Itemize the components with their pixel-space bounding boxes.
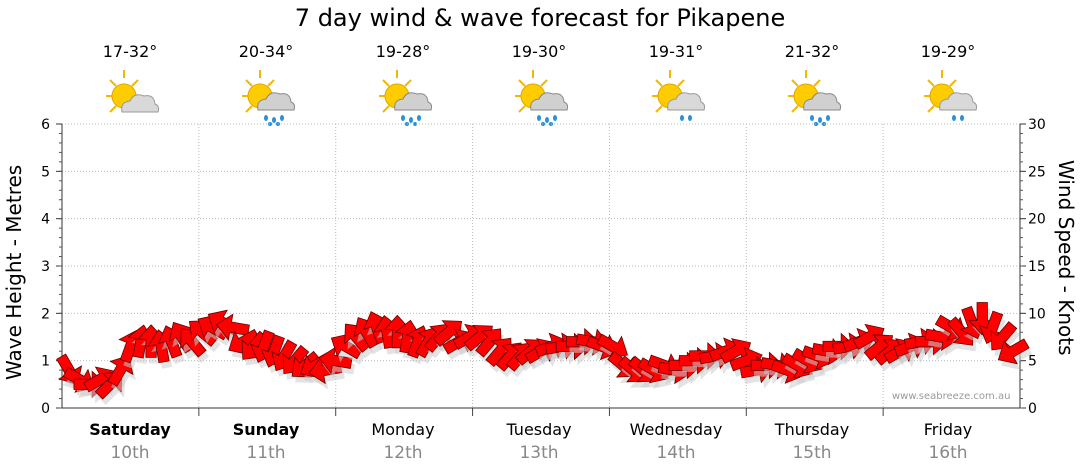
day-temp-friday: 19-29° <box>920 42 976 61</box>
sun-cloud-light-rain-icon <box>924 70 978 121</box>
day-temp-wednesday: 19-31° <box>648 42 704 61</box>
day-date-friday: 16th <box>928 443 968 463</box>
sun-cloud-rain-icon <box>379 70 433 126</box>
chart-title: 7 day wind & wave forecast for Pikapene <box>294 4 786 32</box>
left-tick-label: 4 <box>41 212 50 228</box>
day-date-thursday: 15th <box>792 443 832 463</box>
day-name-thursday: Thursday <box>774 420 850 439</box>
wind-arrow <box>215 313 250 341</box>
left-axis-label: Wave Height - Metres <box>2 164 26 380</box>
sun-cloud-rain-icon <box>515 70 569 126</box>
chart-ticks: 0 01 52 103 154 205 256 30 <box>41 117 1046 417</box>
right-tick-label: 20 <box>1028 212 1046 228</box>
left-tick-label: 3 <box>41 259 50 275</box>
left-tick-label: 1 <box>41 354 50 370</box>
day-name-friday: Friday <box>923 420 973 439</box>
wind-arrow <box>475 328 502 358</box>
left-tick-label: 5 <box>41 164 50 180</box>
right-tick-label: 5 <box>1028 354 1037 370</box>
right-tick-label: 25 <box>1028 164 1046 180</box>
day-temp-saturday: 17-32° <box>102 42 158 61</box>
wind-arrow <box>997 338 1030 365</box>
sun-cloud-icon <box>106 70 160 113</box>
sun-cloud-rain-icon <box>242 70 296 126</box>
day-name-monday: Monday <box>371 420 435 439</box>
day-name-sunday: Sunday <box>232 420 300 439</box>
sun-cloud-rain-icon <box>788 70 842 126</box>
chart-axes <box>61 124 1021 416</box>
wind-arrows-series <box>56 302 1033 406</box>
chart-grid <box>62 123 1020 408</box>
day-name-wednesday: Wednesday <box>629 420 723 439</box>
right-tick-label: 10 <box>1028 306 1046 322</box>
day-date-monday: 12th <box>383 443 423 463</box>
day-date-saturday: 10th <box>110 443 150 463</box>
left-tick-label: 0 <box>41 401 50 417</box>
right-axis-label: Wind Speed - Knots <box>1054 160 1078 356</box>
day-name-saturday: Saturday <box>89 420 171 439</box>
right-tick-label: 30 <box>1028 117 1046 133</box>
wind-arrow <box>990 321 1018 351</box>
day-temp-monday: 19-28° <box>375 42 431 61</box>
day-date-tuesday: 13th <box>519 443 559 463</box>
day-temp-tuesday: 19-30° <box>511 42 567 61</box>
day-temp-sunday: 20-34° <box>238 42 294 61</box>
day-name-tuesday: Tuesday <box>506 420 572 439</box>
day-date-wednesday: 14th <box>656 443 696 463</box>
right-tick-label: 0 <box>1028 401 1037 417</box>
day-temp-thursday: 21-32° <box>784 42 840 61</box>
left-tick-label: 2 <box>41 306 50 322</box>
watermark: www.seabreeze.com.au <box>892 391 1011 402</box>
left-tick-label: 6 <box>41 117 50 133</box>
right-tick-label: 15 <box>1028 259 1046 275</box>
day-date-sunday: 11th <box>246 443 286 463</box>
sun-cloud-light-rain-icon <box>652 70 706 121</box>
